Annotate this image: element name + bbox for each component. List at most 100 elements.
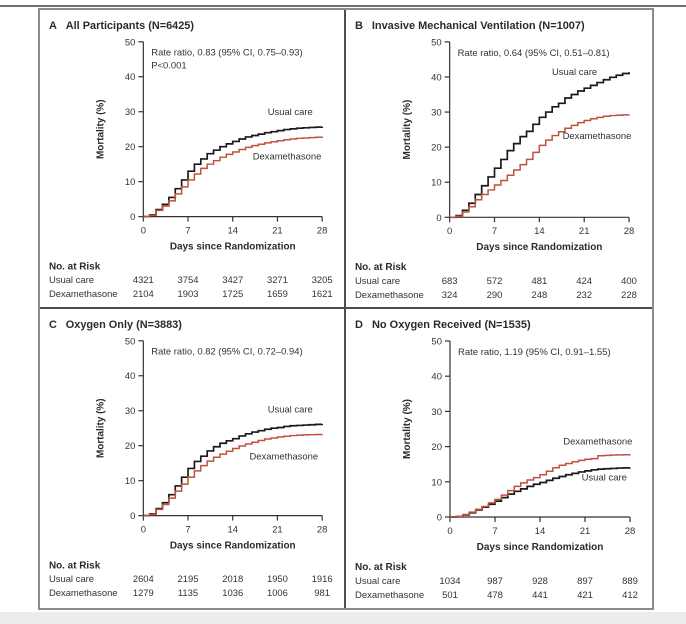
x-axis-title: Days since Randomization: [476, 242, 602, 253]
y-axis-tick-label: 20: [125, 141, 135, 152]
usual-care-at-risk-value: 889: [622, 576, 638, 587]
x-axis-tick-label: 7: [185, 524, 190, 535]
figure-frame: A All Participants (N=6425) Rate ratio, 0.…: [38, 8, 654, 610]
dexamethasone-at-risk-row-label: Dexamethasone: [355, 290, 424, 301]
dexamethasone-at-risk-row-label: Dexamethasone: [49, 587, 118, 598]
usual-care-curve-label: Usual care: [268, 106, 313, 117]
x-axis-tick-label: 14: [227, 524, 237, 535]
panel-a-all-participants: A All Participants (N=6425) Rate ratio, 0.…: [40, 10, 346, 309]
x-axis-tick-label: 0: [141, 524, 146, 535]
usual-care-at-risk-value: 3271: [267, 274, 288, 285]
dexamethasone-at-risk-row-label: Dexamethasone: [49, 288, 118, 299]
x-axis-tick-label: 28: [625, 526, 636, 537]
x-axis-tick-label: 28: [317, 225, 327, 236]
dexamethasone-at-risk-value: 441: [532, 590, 548, 601]
y-axis-tick-label: 50: [431, 337, 442, 348]
dexamethasone-at-risk-value: 2104: [133, 288, 154, 299]
usual-care-at-risk-value: 3427: [222, 274, 243, 285]
usual-care-at-risk-value: 4321: [133, 274, 154, 285]
x-axis-title: Days since Randomization: [170, 241, 296, 252]
y-axis-tick-label: 30: [125, 106, 135, 117]
dexamethasone-at-risk-value: 1725: [222, 288, 243, 299]
usual-care-at-risk-row-label: Usual care: [355, 276, 400, 287]
panel-title: D No Oxygen Received (N=1535): [355, 319, 531, 331]
x-axis-tick-label: 0: [447, 526, 452, 537]
bottom-margin-strip: [0, 612, 686, 624]
panel-b-invasive-mechanical-ventilation: B Invasive Mechanical Ventilation (N=1007…: [346, 10, 652, 309]
usual-care-at-risk-value: 400: [621, 276, 637, 287]
usual-care-at-risk-value: 2195: [178, 573, 199, 584]
y-axis-tick-label: 50: [125, 335, 135, 346]
x-axis-tick-label: 21: [580, 526, 591, 537]
y-axis-title: Mortality (%): [96, 99, 107, 159]
dexamethasone-at-risk-value: 232: [576, 290, 592, 301]
dexamethasone-at-risk-value: 1135: [178, 587, 198, 598]
panel-d-no-oxygen-received: D No Oxygen Received (N=1535) Rate ratio, …: [346, 309, 652, 608]
usual-care-curve-label: Usual care: [582, 473, 627, 484]
dexamethasone-curve-label: Dexamethasone: [250, 451, 319, 462]
dexamethasone-at-risk-row-label: Dexamethasone: [355, 590, 424, 601]
dexamethasone-at-risk-value: 1279: [133, 587, 154, 598]
usual-care-curve: [143, 423, 323, 517]
rate-ratio-annotation: Rate ratio, 0.82 (95% CI, 0.72–0.94): [151, 346, 302, 357]
usual-care-at-risk-row-label: Usual care: [49, 573, 94, 584]
dexamethasone-at-risk-value: 290: [487, 290, 503, 301]
no-at-risk-header: No. at Risk: [355, 262, 407, 273]
rate-ratio-annotation: P<0.001: [151, 60, 186, 71]
y-axis-title: Mortality (%): [402, 100, 413, 160]
y-axis-tick-label: 0: [130, 510, 135, 521]
x-axis-tick-label: 21: [272, 225, 282, 236]
dexamethasone-curve-label: Dexamethasone: [563, 131, 632, 142]
usual-care-at-risk-value: 481: [531, 276, 547, 287]
dexamethasone-at-risk-value: 324: [442, 290, 458, 301]
dexamethasone-curve: [449, 114, 630, 219]
x-axis-tick-label: 7: [492, 226, 497, 237]
y-axis-tick-label: 10: [431, 477, 442, 488]
panel-title: C Oxygen Only (N=3883): [49, 319, 182, 331]
x-axis-tick-label: 0: [141, 225, 146, 236]
x-axis-tick-label: 14: [534, 226, 545, 237]
usual-care-at-risk-value: 572: [487, 276, 503, 287]
y-axis-tick-label: 0: [437, 513, 442, 524]
dexamethasone-at-risk-value: 1659: [267, 288, 288, 299]
y-axis-tick-label: 0: [130, 211, 135, 222]
dexamethasone-curve-label: Dexamethasone: [253, 151, 322, 162]
usual-care-curve-label: Usual care: [552, 67, 597, 78]
panel-title: A All Participants (N=6425): [49, 20, 194, 32]
usual-care-curve-label: Usual care: [268, 403, 313, 414]
dexamethasone-at-risk-value: 1036: [222, 587, 243, 598]
usual-care-at-risk-value: 3205: [312, 274, 333, 285]
y-axis-tick-label: 10: [125, 475, 135, 486]
rate-ratio-annotation: Rate ratio, 0.83 (95% CI, 0.75–0.93): [151, 47, 302, 58]
usual-care-at-risk-value: 1916: [312, 573, 333, 584]
dexamethasone-at-risk-value: 1621: [312, 288, 333, 299]
usual-care-at-risk-value: 1950: [267, 573, 288, 584]
no-at-risk-header: No. at Risk: [355, 562, 407, 573]
no-at-risk-header: No. at Risk: [49, 560, 101, 571]
dexamethasone-at-risk-value: 412: [622, 590, 638, 601]
panel-d-chart: D No Oxygen Received (N=1535) Rate ratio, …: [355, 319, 638, 601]
y-axis-tick-label: 0: [436, 213, 441, 224]
panel-a-chart: A All Participants (N=6425) Rate ratio, 0.…: [49, 20, 333, 299]
no-at-risk-header: No. at Risk: [49, 261, 101, 272]
rate-ratio-annotation: Rate ratio, 1.19 (95% CI, 0.91–1.55): [458, 347, 611, 358]
top-divider-rule: [0, 5, 686, 7]
usual-care-at-risk-value: 2018: [222, 573, 243, 584]
dexamethasone-curve-label: Dexamethasone: [563, 436, 632, 447]
x-axis-tick-label: 21: [579, 226, 590, 237]
panel-c-oxygen-only: C Oxygen Only (N=3883) Rate ratio, 0.82 (9…: [40, 309, 346, 608]
usual-care-at-risk-value: 928: [532, 576, 548, 587]
usual-care-at-risk-value: 1034: [439, 576, 460, 587]
y-axis-tick-label: 40: [125, 71, 135, 82]
y-axis-tick-label: 40: [431, 72, 442, 83]
dexamethasone-at-risk-value: 1903: [178, 288, 199, 299]
dexamethasone-at-risk-value: 421: [577, 590, 593, 601]
usual-care-at-risk-value: 2604: [133, 573, 154, 584]
dexamethasone-at-risk-value: 981: [314, 587, 330, 598]
y-axis-tick-label: 30: [431, 108, 442, 119]
dexamethasone-curve: [450, 453, 631, 518]
dexamethasone-at-risk-value: 501: [442, 590, 458, 601]
x-axis-title: Days since Randomization: [477, 542, 604, 553]
dexamethasone-curve: [143, 136, 323, 218]
